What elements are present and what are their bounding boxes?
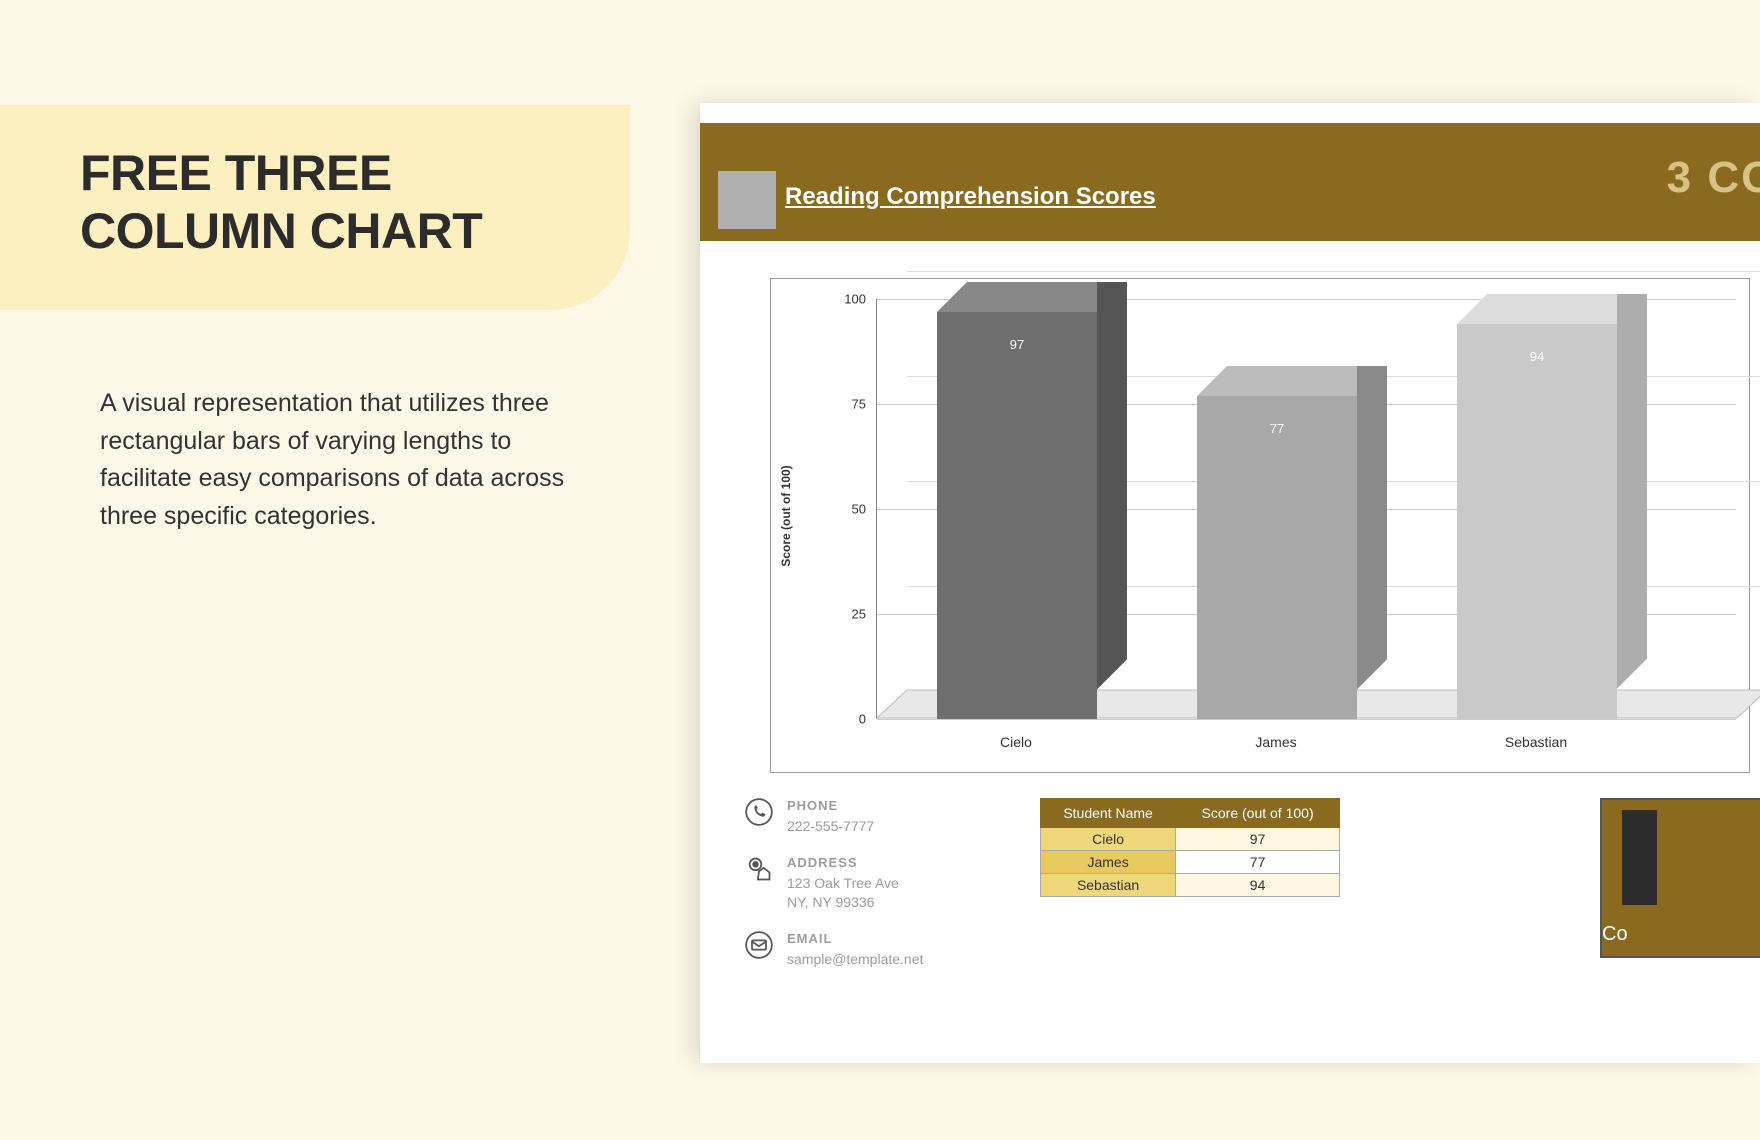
big-title: 3 COLU <box>1667 153 1760 203</box>
address-line1: 123 Oak Tree Ave <box>787 874 899 894</box>
headline-line1: FREE THREE <box>80 145 392 201</box>
section-title: Reading Comprehension Scores <box>785 183 1156 211</box>
bar-value-label: 94 <box>1457 349 1617 364</box>
bar-value-label: 97 <box>937 337 1097 352</box>
contact-email: EMAIL sample@template.net <box>745 931 1025 970</box>
bar-james: 77 <box>1197 396 1387 719</box>
x-label: James <box>1255 734 1296 750</box>
cell-score: 97 <box>1176 828 1340 851</box>
title-block: FREE THREE COLUMN CHART <box>0 105 630 310</box>
side-box-inner <box>1622 810 1657 905</box>
contact-address: ADDRESS 123 Oak Tree Ave NY, NY 99336 <box>745 855 1025 913</box>
address-icon <box>745 855 773 883</box>
phone-value: 222-555-7777 <box>787 817 874 837</box>
col-student: Student Name <box>1041 799 1176 828</box>
address-label: ADDRESS <box>787 855 899 870</box>
table-row: Cielo97 <box>1041 828 1340 851</box>
email-icon <box>745 931 773 959</box>
header-band: 3 COLU C <box>700 123 1760 241</box>
preview-header: 3 COLU C Reading Comprehension Scores <box>700 103 1760 241</box>
contact-block: PHONE 222-555-7777 ADDRESS 123 Oak Tree … <box>745 798 1025 987</box>
table-header-row: Student Name Score (out of 100) <box>1041 799 1340 828</box>
y-axis-label: Score (out of 100) <box>779 465 793 566</box>
cell-name: Cielo <box>1041 828 1176 851</box>
headline: FREE THREE COLUMN CHART <box>80 145 630 260</box>
left-panel: FREE THREE COLUMN CHART A visual represe… <box>0 0 690 1140</box>
email-label: EMAIL <box>787 931 923 946</box>
column-chart: Score (out of 100) 0 25 50 75 100 97 77 94 Cie… <box>770 278 1750 773</box>
x-axis-labels: Cielo James Sebastian <box>876 734 1736 764</box>
y-tick: 25 <box>826 607 866 622</box>
y-tick: 75 <box>826 397 866 412</box>
table-row: James77 <box>1041 851 1340 874</box>
table-row: Sebastian94 <box>1041 874 1340 897</box>
x-label: Cielo <box>1000 734 1032 750</box>
email-value: sample@template.net <box>787 950 923 970</box>
bar-value-label: 77 <box>1197 421 1357 436</box>
bar-cielo: 97 <box>937 312 1127 719</box>
contact-phone: PHONE 222-555-7777 <box>745 798 1025 837</box>
y-tick: 100 <box>826 292 866 307</box>
col-score: Score (out of 100) <box>1176 799 1340 828</box>
side-box-label: Co <box>1602 923 1628 946</box>
address-line2: NY, NY 99336 <box>787 893 899 913</box>
headline-line2: COLUMN CHART <box>80 203 482 259</box>
cell-score: 77 <box>1176 851 1340 874</box>
data-table: Student Name Score (out of 100) Cielo97J… <box>1040 798 1340 897</box>
header-square-icon <box>718 171 776 229</box>
x-label: Sebastian <box>1505 734 1567 750</box>
cell-score: 94 <box>1176 874 1340 897</box>
bar-sebastian: 94 <box>1457 324 1647 719</box>
template-preview: 3 COLU C Reading Comprehension Scores Sc… <box>700 103 1760 1063</box>
cell-name: James <box>1041 851 1176 874</box>
phone-label: PHONE <box>787 798 874 813</box>
cell-name: Sebastian <box>1041 874 1176 897</box>
plot-area: 97 77 94 <box>876 299 1736 719</box>
y-axis: 0255075100 <box>826 299 866 719</box>
y-tick: 0 <box>826 712 866 727</box>
phone-icon <box>745 798 773 826</box>
y-tick: 50 <box>826 502 866 517</box>
description-text: A visual representation that utilizes th… <box>100 385 575 535</box>
side-box: Co <box>1600 798 1760 958</box>
